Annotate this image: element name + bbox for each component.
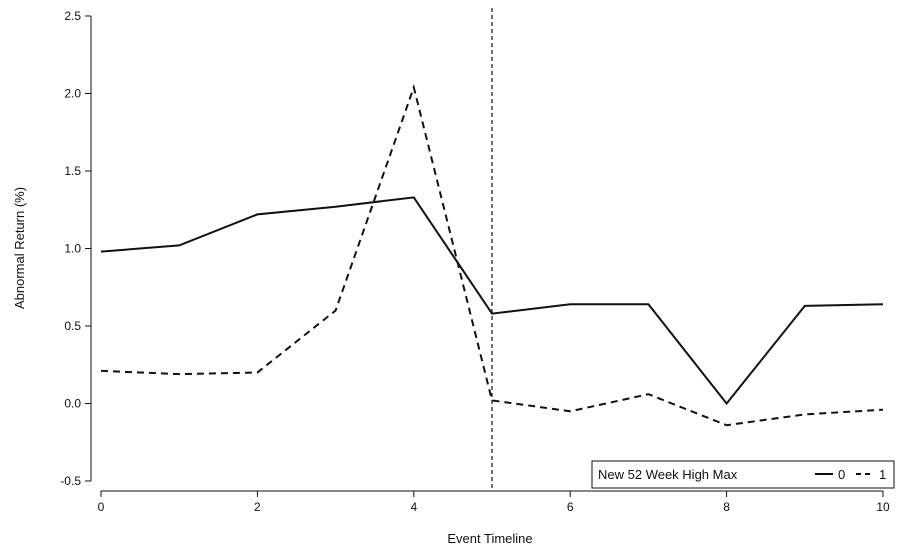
legend-title: New 52 Week High Max bbox=[598, 467, 738, 482]
x-tick-label: 6 bbox=[567, 500, 574, 514]
series-1-line bbox=[100, 83, 884, 427]
y-tick-label: 1.0 bbox=[64, 242, 81, 256]
y-tick-label: 2.0 bbox=[64, 87, 81, 101]
series-group bbox=[100, 83, 884, 427]
legend-entry-0-label: 0 bbox=[838, 467, 845, 482]
legend: New 52 Week High Max 0 1 bbox=[591, 460, 895, 489]
y-tick-label: 0.0 bbox=[64, 397, 81, 411]
axes: 0 2 4 6 8 10-0.50.00.51.01.52.02.5 bbox=[60, 9, 890, 514]
y-tick-label: -0.5 bbox=[60, 474, 81, 488]
x-axis-title: Event Timeline bbox=[447, 531, 532, 546]
x-tick-label: 8 bbox=[723, 500, 730, 514]
legend-entry-1-label: 1 bbox=[879, 467, 886, 482]
x-tick-label: 10 bbox=[876, 500, 890, 514]
x-tick-label: 4 bbox=[410, 500, 417, 514]
y-tick-label: 2.5 bbox=[64, 9, 81, 23]
legend-box bbox=[591, 460, 895, 489]
y-tick-label: 0.5 bbox=[64, 319, 81, 333]
x-tick-label: 0 bbox=[98, 500, 105, 514]
y-axis-title: Abnormal Return (%) bbox=[12, 187, 27, 309]
x-tick-label: 2 bbox=[254, 500, 261, 514]
y-tick-label: 1.5 bbox=[64, 164, 81, 178]
